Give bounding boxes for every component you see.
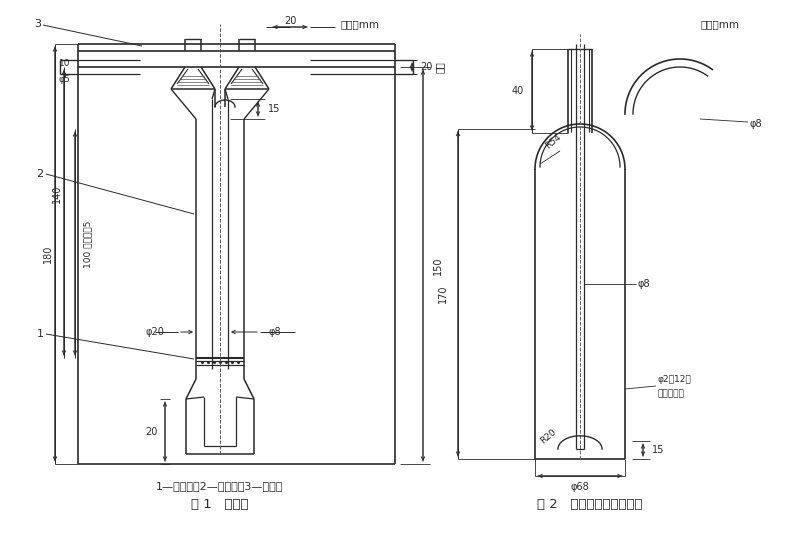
Text: R54: R54 — [544, 132, 562, 150]
Text: 100 分单位为5: 100 分单位为5 — [84, 220, 92, 268]
Text: φ68: φ68 — [570, 482, 589, 492]
Text: φ5: φ5 — [58, 74, 70, 84]
Text: 10: 10 — [58, 59, 70, 69]
Text: 2: 2 — [36, 169, 43, 179]
Text: 磨口: 磨口 — [435, 61, 445, 73]
Text: 3: 3 — [35, 19, 42, 29]
Text: 图 2   四氯化碳蒸气发生瓶: 图 2 四氯化碳蒸气发生瓶 — [537, 497, 643, 510]
Text: φ20: φ20 — [145, 327, 164, 337]
Text: 1: 1 — [36, 329, 43, 339]
Text: 140: 140 — [52, 185, 62, 203]
Text: φ8: φ8 — [750, 119, 762, 129]
Text: 170: 170 — [438, 285, 448, 303]
Text: 图 1   吸附管: 图 1 吸附管 — [191, 497, 249, 510]
Text: φ2－12个: φ2－12个 — [658, 375, 692, 383]
Text: 150: 150 — [433, 257, 443, 275]
Text: 单位：mm: 单位：mm — [701, 19, 739, 29]
Text: 孔球面均布: 孔球面均布 — [658, 389, 685, 398]
Text: φ8: φ8 — [269, 327, 281, 337]
Text: 单位：mm: 单位：mm — [340, 19, 379, 29]
Text: 15: 15 — [652, 445, 664, 455]
Text: φ8: φ8 — [638, 279, 651, 289]
Text: 1—多孔板；2—吸附管；3—磨口塞: 1—多孔板；2—吸附管；3—磨口塞 — [156, 481, 284, 491]
Text: 180: 180 — [43, 245, 53, 263]
Text: R20: R20 — [538, 427, 558, 445]
Text: 40: 40 — [512, 86, 524, 96]
Text: 20: 20 — [420, 62, 432, 72]
Text: 20: 20 — [284, 16, 296, 26]
Text: 15: 15 — [268, 104, 280, 114]
Text: 20: 20 — [145, 427, 158, 437]
